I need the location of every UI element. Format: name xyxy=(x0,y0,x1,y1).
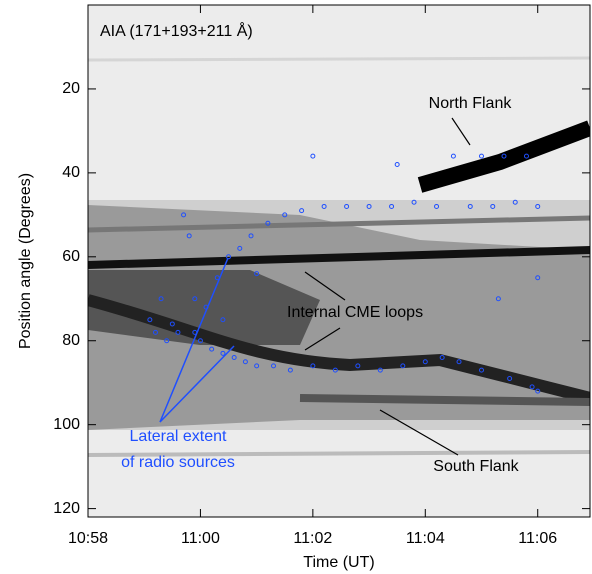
radio-source-point xyxy=(310,153,316,159)
radio-source-point xyxy=(529,384,535,390)
radio-source-point xyxy=(321,203,327,209)
radio-source-point xyxy=(254,271,260,277)
radio-source-point xyxy=(226,254,232,260)
radio-source-point xyxy=(490,203,496,209)
x-tick-label: 10:58 xyxy=(68,530,108,547)
radio-source-point xyxy=(152,329,158,335)
radio-source-point xyxy=(220,350,226,356)
radio-source-point xyxy=(479,367,485,373)
radio-source-point xyxy=(450,153,456,159)
x-tick-label: 11:00 xyxy=(181,530,220,547)
y-tick-label: 20 xyxy=(62,80,80,97)
annotation: North Flank xyxy=(429,95,513,112)
radio-source-point xyxy=(501,153,507,159)
x-tick-label: 11:02 xyxy=(293,530,332,547)
x-tick-label: 11:04 xyxy=(406,530,445,547)
plot-frame xyxy=(87,4,591,518)
radio-source-point xyxy=(287,367,293,373)
radio-source-point xyxy=(434,203,440,209)
radio-source-point xyxy=(254,363,260,369)
radio-source-point xyxy=(164,338,170,344)
radio-source-point xyxy=(344,203,350,209)
x-axis-label: Time (UT) xyxy=(303,554,374,571)
x-tick-label: 11:06 xyxy=(518,530,557,547)
y-tick-label: 80 xyxy=(62,332,80,349)
annotation-lines xyxy=(304,117,471,456)
radio-source-point xyxy=(366,203,372,209)
radio-source-point xyxy=(394,161,400,167)
radio-source-point xyxy=(389,203,395,209)
radio-source-point xyxy=(523,153,529,159)
radio-source-point xyxy=(169,321,175,327)
radio-source-point xyxy=(197,338,203,344)
radio-source-point xyxy=(299,208,305,214)
radio-source-point xyxy=(242,359,248,365)
radio-source-point xyxy=(158,296,164,302)
radio-source-point xyxy=(467,203,473,209)
radio-lines xyxy=(159,257,235,423)
radio-source-point xyxy=(209,346,215,352)
radio-source-point xyxy=(479,153,485,159)
y-tick-label: 120 xyxy=(53,500,80,517)
radio-source-point xyxy=(214,275,220,281)
radio-source-point xyxy=(282,212,288,218)
radio-source-point xyxy=(147,317,153,323)
radio-source-point xyxy=(439,355,445,361)
y-axis-label: Position angle (Degrees) xyxy=(17,173,34,349)
radio-source-point xyxy=(175,329,181,335)
radio-source-point xyxy=(237,245,243,251)
stack-image xyxy=(88,5,590,517)
radio-source-point xyxy=(332,367,338,373)
radio-source-point xyxy=(181,212,187,218)
y-tick-label: 40 xyxy=(62,164,80,181)
radio-source-point xyxy=(495,296,501,302)
radio-source-point xyxy=(535,275,541,281)
radio-source-point xyxy=(507,376,513,382)
radio-source-point xyxy=(192,296,198,302)
radio-source-point xyxy=(310,363,316,369)
radio-source-point xyxy=(186,233,192,239)
radio-source-point xyxy=(271,363,277,369)
radio-source-point xyxy=(231,355,237,361)
radio-source-point xyxy=(400,363,406,369)
radio-source-point xyxy=(220,317,226,323)
radio-source-point xyxy=(535,203,541,209)
radio-source-point xyxy=(248,233,254,239)
annotation: Lateral extent xyxy=(130,428,228,445)
radio-source-point xyxy=(535,388,541,394)
radio-source-point xyxy=(192,329,198,335)
y-tick-label: 100 xyxy=(53,416,80,433)
annotation: of radio sources xyxy=(121,454,235,471)
radio-source-point xyxy=(456,359,462,365)
radio-source-point xyxy=(203,304,209,310)
radio-source-point xyxy=(512,199,518,205)
y-tick-label: 60 xyxy=(62,248,80,265)
chart-title: AIA (171+193+211 Å) xyxy=(100,21,253,40)
radio-source-point xyxy=(355,363,361,369)
radio-source-point xyxy=(422,359,428,365)
radio-source-point xyxy=(411,199,417,205)
radio-source-point xyxy=(265,220,271,226)
annotation: Internal CME loops xyxy=(287,304,423,321)
annotation: South Flank xyxy=(433,458,519,475)
radio-source-point xyxy=(377,367,383,373)
